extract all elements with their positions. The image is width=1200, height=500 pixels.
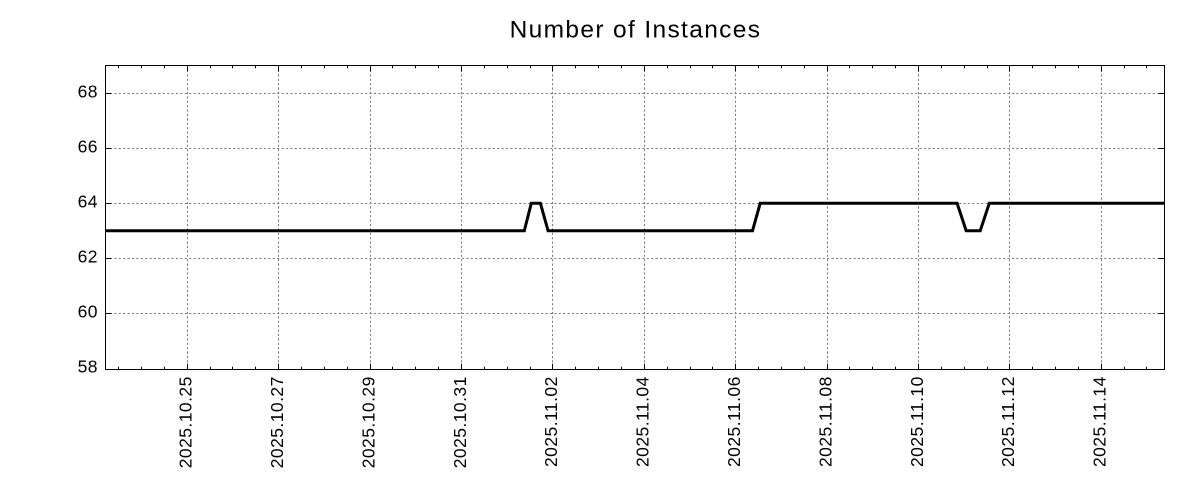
svg-text:60: 60 (78, 302, 98, 322)
svg-text:68: 68 (78, 82, 98, 102)
svg-text:62: 62 (78, 247, 98, 267)
svg-text:58: 58 (78, 357, 98, 377)
svg-text:2025.10.31: 2025.10.31 (450, 376, 470, 468)
svg-text:2025.10.25: 2025.10.25 (176, 376, 196, 468)
svg-text:64: 64 (78, 192, 98, 212)
svg-text:2025.11.06: 2025.11.06 (724, 376, 744, 467)
svg-text:Number of Instances: Number of Instances (510, 17, 762, 44)
svg-text:2025.11.04: 2025.11.04 (633, 376, 653, 467)
svg-text:66: 66 (78, 137, 98, 157)
svg-text:2025.10.29: 2025.10.29 (358, 376, 378, 468)
svg-text:2025.11.12: 2025.11.12 (998, 376, 1018, 467)
svg-text:2025.11.10: 2025.11.10 (907, 376, 927, 467)
svg-text:2025.10.27: 2025.10.27 (267, 376, 287, 468)
svg-text:2025.11.02: 2025.11.02 (541, 376, 561, 467)
svg-text:2025.11.14: 2025.11.14 (1090, 376, 1110, 467)
svg-text:2025.11.08: 2025.11.08 (815, 376, 835, 467)
